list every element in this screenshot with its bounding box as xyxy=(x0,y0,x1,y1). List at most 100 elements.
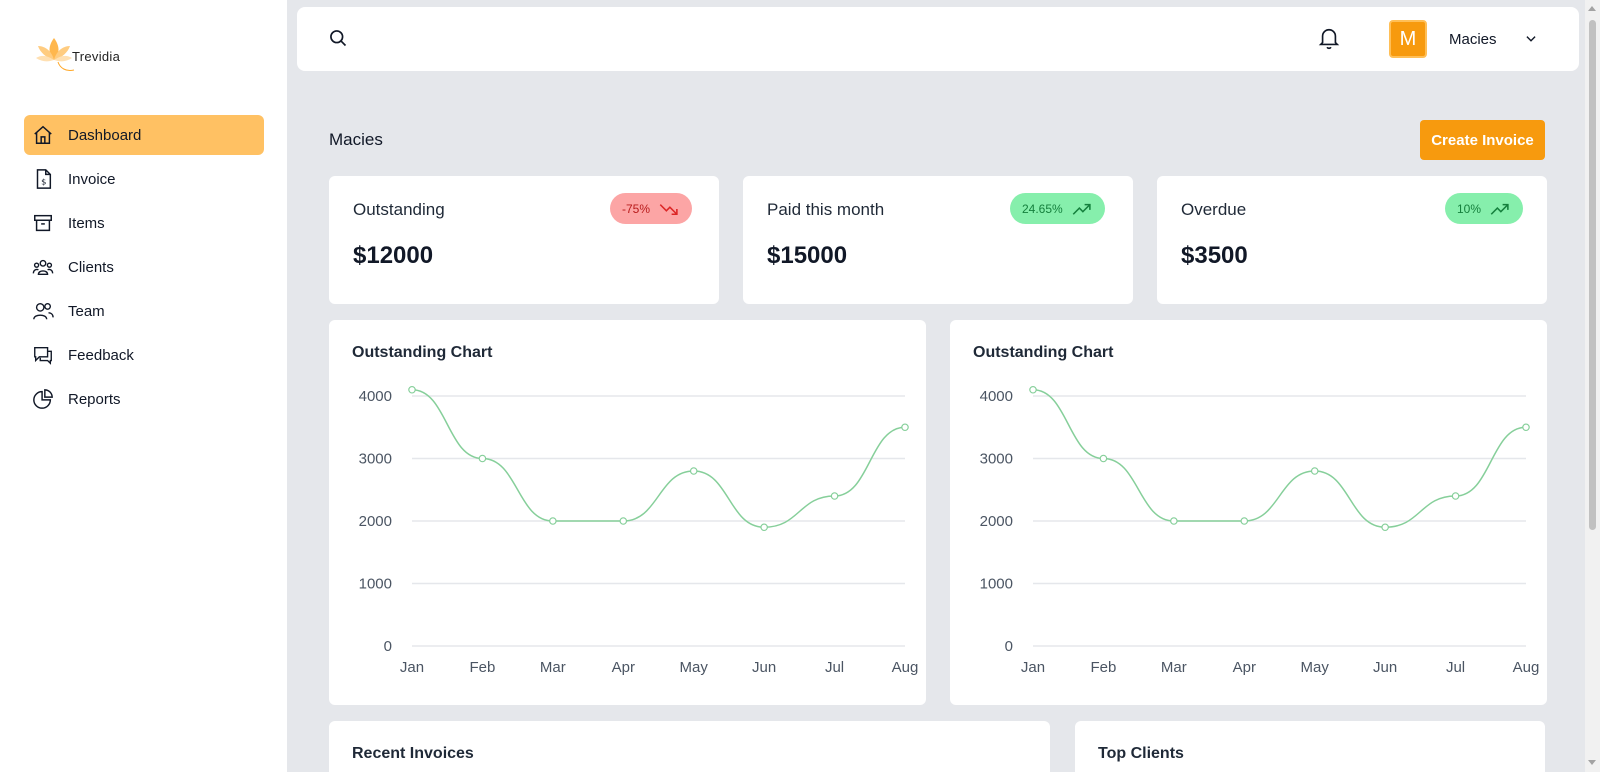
data-point[interactable] xyxy=(901,423,909,432)
logo[interactable]: Trevidia xyxy=(34,34,120,74)
top-bar: M Macies xyxy=(297,7,1579,71)
outstanding-chart-card: Outstanding Chart 0 1000 2000 3000 4000 Jan Fe… xyxy=(329,320,926,705)
top-clients-card: Top Clients xyxy=(1075,721,1545,772)
recent-invoices-title: Recent Invoices xyxy=(352,745,474,762)
recent-invoices-card: Recent Invoices xyxy=(329,721,1050,772)
x-tick-label: Mar xyxy=(540,659,566,676)
y-tick-label: 2000 xyxy=(359,513,392,530)
stat-value: $12000 xyxy=(353,242,434,269)
top-clients-title: Top Clients xyxy=(1098,745,1184,762)
pie-chart-icon xyxy=(32,388,54,410)
trend-up-icon xyxy=(1072,203,1091,215)
invoice-icon: $ xyxy=(32,168,54,190)
stat-label: Overdue xyxy=(1181,200,1247,219)
svg-text:$: $ xyxy=(41,177,46,187)
data-point[interactable] xyxy=(619,517,628,525)
x-tick-label: Apr xyxy=(612,659,635,676)
series-line xyxy=(1032,389,1527,529)
sidebar-item-feedback[interactable]: Feedback xyxy=(24,335,264,375)
sidebar-item-label: Team xyxy=(68,302,105,320)
bell-icon[interactable] xyxy=(1318,26,1340,55)
data-point[interactable] xyxy=(1240,517,1249,525)
x-tick-label: Feb xyxy=(1090,659,1116,676)
page-title: Macies xyxy=(329,130,383,149)
feedback-icon xyxy=(32,344,54,366)
home-icon xyxy=(32,124,54,146)
trend-badge: 10% xyxy=(1445,193,1524,224)
outstanding-chart-card-2: Outstanding Chart 0 1000 2000 3000 4000 Jan Fe… xyxy=(950,320,1547,705)
sidebar-item-label: Reports xyxy=(68,390,121,408)
team-icon xyxy=(32,300,54,322)
stat-value: $3500 xyxy=(1181,242,1248,269)
x-tick-label: Jun xyxy=(1373,659,1397,676)
scroll-up-arrow-icon[interactable] xyxy=(1588,6,1596,11)
scroll-thumb[interactable] xyxy=(1589,20,1596,530)
chart-title: Outstanding Chart xyxy=(352,344,493,361)
y-tick-label: 0 xyxy=(384,638,392,655)
x-tick-label: Apr xyxy=(1233,659,1256,676)
scrollbar[interactable] xyxy=(1585,0,1600,772)
sidebar-item-invoice[interactable]: $ Invoice xyxy=(24,159,264,199)
sidebar-item-label: Dashboard xyxy=(68,126,142,144)
y-tick-label: 4000 xyxy=(359,388,392,405)
line-chart: 0 1000 2000 3000 4000 Jan Feb Mar Apr May Jun Jul Au… xyxy=(980,385,1539,676)
sidebar-item-label: Invoice xyxy=(68,170,116,188)
user-name[interactable]: Macies xyxy=(1449,31,1497,48)
trend-badge: -75% xyxy=(610,193,693,224)
avatar[interactable]: M xyxy=(1389,20,1427,58)
sidebar-item-label: Items xyxy=(68,214,105,232)
stat-value: $15000 xyxy=(767,242,848,269)
create-invoice-button[interactable]: Create Invoice xyxy=(1420,120,1545,160)
sidebar-item-label: Feedback xyxy=(68,346,134,364)
data-point[interactable] xyxy=(478,454,487,463)
data-point[interactable] xyxy=(1170,517,1178,525)
lotus-logo-icon xyxy=(36,38,75,71)
data-point[interactable] xyxy=(408,385,416,394)
y-tick-label: 0 xyxy=(1005,638,1013,655)
trend-value: 10% xyxy=(1457,201,1482,216)
data-point[interactable] xyxy=(1451,492,1460,500)
stat-label: Paid this month xyxy=(767,200,885,219)
x-tick-label: Jan xyxy=(400,659,424,676)
data-point[interactable] xyxy=(689,467,698,475)
trend-down-icon xyxy=(659,203,678,215)
x-tick-label: Feb xyxy=(469,659,495,676)
data-point[interactable] xyxy=(1310,467,1319,475)
clients-icon xyxy=(32,256,54,278)
scroll-down-arrow-icon[interactable] xyxy=(1588,760,1596,765)
trend-badge: 24.65% xyxy=(1010,193,1105,224)
sidebar-item-reports[interactable]: Reports xyxy=(24,379,264,419)
logo-text: Trevidia xyxy=(72,49,121,64)
sidebar-item-label: Clients xyxy=(68,258,114,276)
data-point[interactable] xyxy=(760,523,768,532)
y-tick-label: 3000 xyxy=(980,451,1013,468)
archive-icon xyxy=(32,212,54,234)
data-point[interactable] xyxy=(1029,385,1037,394)
stat-label: Outstanding xyxy=(353,200,445,219)
trend-value: 24.65% xyxy=(1022,201,1063,216)
sidebar-item-clients[interactable]: Clients xyxy=(24,247,264,287)
sidebar: Trevidia Dashboard $ Invoice Items Clien… xyxy=(0,0,287,772)
x-tick-label: Jul xyxy=(1446,659,1465,676)
x-tick-label: Jul xyxy=(825,659,844,676)
stat-card-outstanding: Outstanding -75% $12000 xyxy=(329,176,719,304)
sidebar-item-items[interactable]: Items xyxy=(24,203,264,243)
data-point[interactable] xyxy=(830,492,839,500)
line-chart: 0 1000 2000 3000 4000 Jan Feb Mar Apr May Jun Jul Au… xyxy=(359,385,918,676)
x-tick-label: Jan xyxy=(1021,659,1045,676)
data-point[interactable] xyxy=(1099,454,1108,463)
sidebar-item-dashboard[interactable]: Dashboard xyxy=(24,115,264,155)
y-tick-label: 3000 xyxy=(359,451,392,468)
x-tick-label: May xyxy=(680,659,709,676)
search-icon[interactable] xyxy=(328,28,348,53)
y-tick-label: 4000 xyxy=(980,388,1013,405)
data-point[interactable] xyxy=(1522,423,1530,432)
chevron-down-icon[interactable] xyxy=(1524,32,1538,51)
y-tick-label: 1000 xyxy=(980,576,1013,593)
data-point[interactable] xyxy=(1381,523,1389,532)
chart-title: Outstanding Chart xyxy=(973,344,1114,361)
x-tick-label: Jun xyxy=(752,659,776,676)
sidebar-item-team[interactable]: Team xyxy=(24,291,264,331)
data-point[interactable] xyxy=(549,517,557,525)
trend-value: -75% xyxy=(622,201,651,216)
